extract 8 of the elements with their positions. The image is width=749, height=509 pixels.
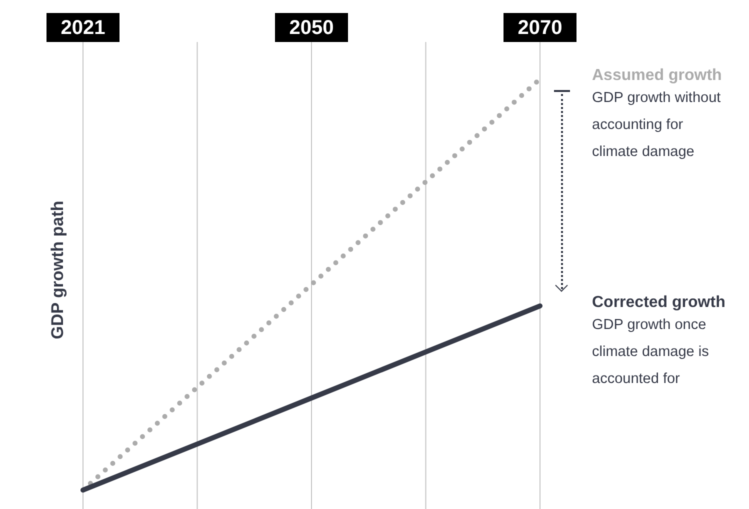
x-tick-label: 2070 [518, 17, 562, 39]
x-tick-label: 2021 [60, 17, 106, 39]
y-axis-title: GDP growth path [48, 200, 68, 340]
annotation: GDP growth without accounting for climate damage [592, 88, 722, 162]
x-tick-label: 2050 [289, 17, 334, 39]
legend-label: Corrected growth [592, 294, 726, 312]
annotation: GDP growth once climate damage is accounted for [592, 316, 710, 389]
text: Assumed growth [592, 66, 723, 85]
